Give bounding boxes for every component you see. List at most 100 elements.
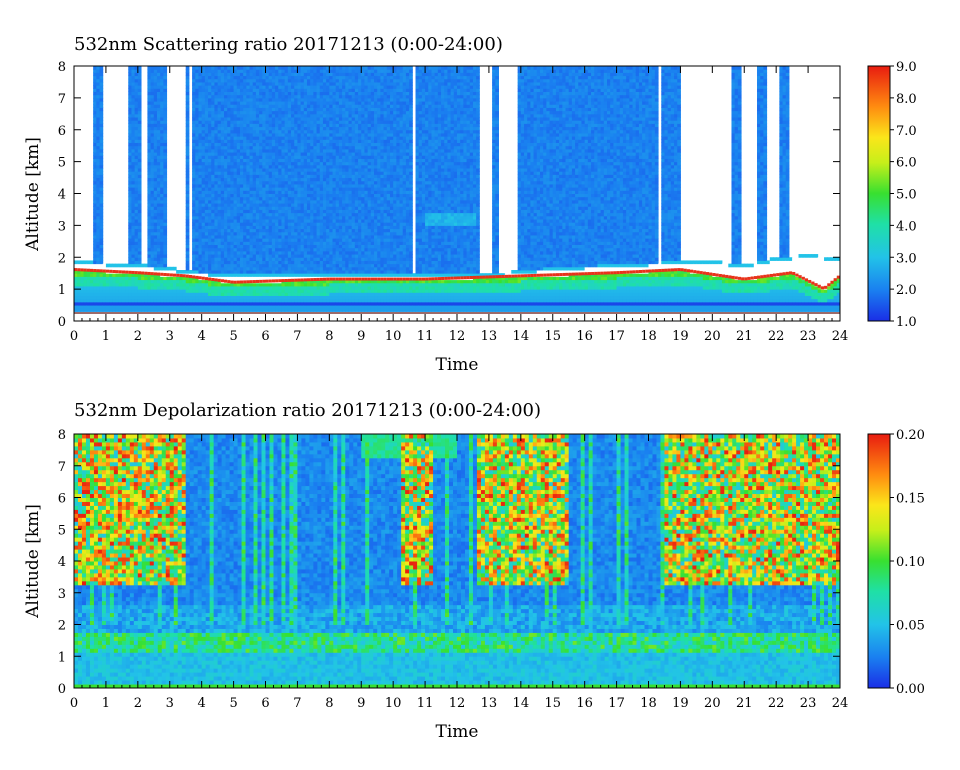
heatmap-cell: [287, 66, 292, 70]
heatmap-cell: [239, 168, 244, 172]
heatmap-cell: [233, 155, 238, 159]
heatmap-cell: [233, 206, 238, 210]
heatmap-cell: [322, 164, 327, 169]
heatmap-cell: [246, 94, 251, 99]
heatmap-cell: [93, 88, 97, 92]
heatmap-cell: [230, 85, 235, 89]
heatmap-cell: [252, 266, 257, 271]
heatmap-cell: [211, 206, 215, 210]
heatmap-cell: [93, 282, 97, 287]
heatmap-cell: [316, 78, 321, 83]
heatmap-cell: [86, 276, 91, 281]
heatmap-cell: [239, 104, 244, 108]
heatmap-cell: [93, 101, 97, 105]
heatmap-cell: [246, 225, 251, 230]
heatmap-cell: [306, 91, 311, 96]
heatmap-cell: [278, 238, 282, 242]
cloud-base-cell: [93, 269, 97, 273]
heatmap-cell: [230, 155, 235, 159]
heatmap-cell: [287, 120, 292, 124]
heatmap-cell: [313, 123, 318, 128]
heatmap-cell: [233, 301, 238, 306]
heatmap-cell: [147, 244, 152, 249]
heatmap-cell: [294, 174, 298, 179]
heatmap-cell: [322, 289, 327, 293]
heatmap-cell: [204, 75, 209, 80]
heatmap-cell: [201, 219, 206, 223]
heatmap-cell: [249, 136, 254, 140]
heatmap-cell: [96, 254, 101, 258]
heatmap-cell: [243, 107, 247, 112]
heatmap-cell: [310, 123, 314, 128]
heatmap-cell: [322, 241, 327, 245]
heatmap-cell: [306, 142, 311, 147]
heatmap-cell: [303, 292, 308, 296]
heatmap-cell: [77, 270, 81, 274]
heatmap-cell: [217, 148, 222, 153]
heatmap-cell: [255, 228, 260, 233]
heatmap-cell: [294, 88, 298, 92]
heatmap-cell: [335, 219, 340, 223]
heatmap-cell: [150, 301, 155, 306]
heatmap-cell: [217, 126, 222, 131]
heatmap-cell: [230, 193, 235, 198]
heatmap-cell: [131, 148, 136, 153]
heatmap-cell: [319, 136, 324, 140]
heatmap-cell: [278, 123, 282, 128]
heatmap-cell: [188, 270, 193, 274]
heatmap-cell: [319, 266, 324, 271]
heatmap-cell: [93, 158, 97, 163]
heatmap-cell: [214, 241, 219, 245]
heatmap-cell: [150, 190, 155, 194]
heatmap-cell: [332, 69, 337, 73]
heatmap-cell: [268, 285, 273, 290]
heatmap-cell: [224, 161, 228, 166]
heatmap-cell: [303, 91, 308, 96]
heatmap-cell: [214, 276, 219, 281]
heatmap-cell: [284, 190, 289, 194]
heatmap-cell: [156, 152, 161, 156]
heatmap-cell: [259, 91, 263, 96]
heatmap-cell: [246, 155, 251, 159]
heatmap-cell: [249, 110, 254, 115]
heatmap-cell: [99, 292, 104, 296]
heatmap-cell: [239, 305, 244, 309]
heatmap-cell: [303, 260, 308, 265]
heatmap-cell: [306, 295, 311, 300]
heatmap-cell: [208, 270, 212, 274]
heatmap-cell: [93, 212, 97, 217]
heatmap-cell: [287, 152, 292, 156]
heatmap-cell: [275, 238, 279, 242]
heatmap-cell: [294, 142, 298, 147]
heatmap-cell: [246, 257, 251, 261]
heatmap-cell: [284, 225, 289, 230]
heatmap-cell: [243, 94, 247, 99]
heatmap-cell: [262, 282, 266, 287]
heatmap-cell: [185, 148, 190, 153]
heatmap-cell: [316, 123, 321, 128]
cloud-base-cell: [284, 279, 289, 282]
heatmap-cell: [153, 158, 158, 163]
heatmap-cell: [306, 193, 311, 198]
heatmap-cell: [303, 254, 308, 258]
heatmap-cell: [86, 295, 91, 300]
heatmap-cell: [255, 110, 260, 115]
heatmap-cell: [144, 295, 148, 300]
heatmap-cell: [319, 94, 324, 99]
heatmap-cell: [137, 85, 142, 89]
heatmap-cell: [233, 292, 238, 296]
heatmap-cell: [224, 295, 228, 300]
heatmap-cell: [249, 238, 254, 242]
heatmap-cell: [134, 180, 139, 185]
heatmap-cell: [169, 282, 174, 287]
heatmap-cell: [239, 234, 244, 239]
heatmap-cell: [313, 142, 318, 147]
cloud-base-cell: [125, 270, 129, 274]
heatmap-cell: [287, 101, 292, 105]
heatmap-cell: [281, 222, 286, 226]
heatmap-cell: [208, 129, 212, 134]
heatmap-cell: [313, 301, 318, 306]
heatmap-cell: [249, 250, 254, 255]
heatmap-cell: [214, 136, 219, 140]
heatmap-cell: [319, 254, 324, 258]
